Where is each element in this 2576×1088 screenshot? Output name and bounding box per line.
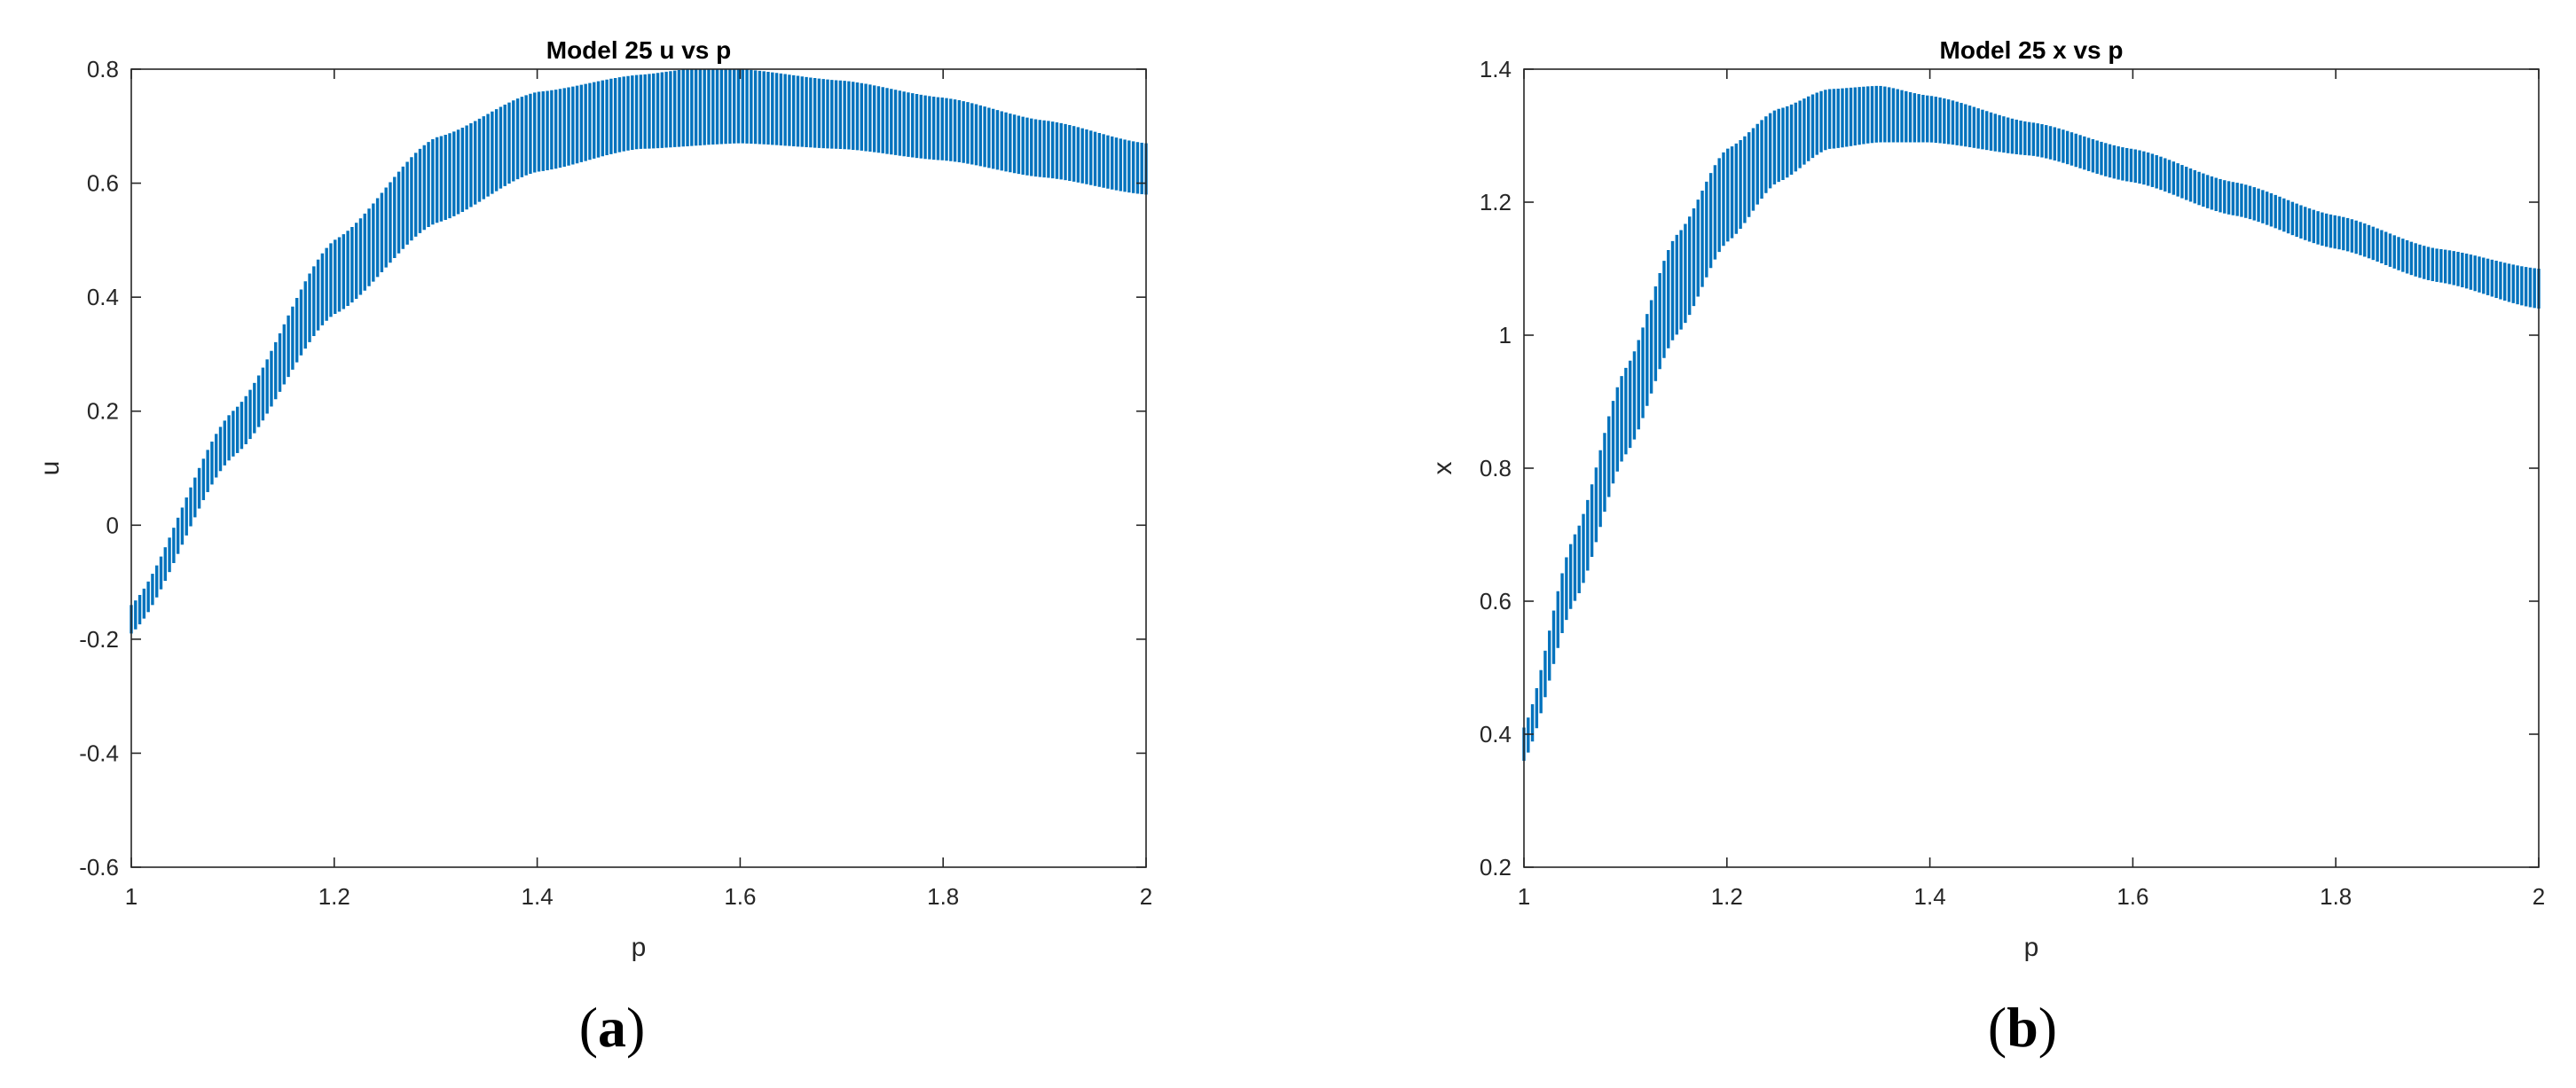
x-tick-label: 1 bbox=[1518, 883, 1530, 910]
x-tick-label: 1.4 bbox=[1914, 883, 1946, 910]
caption-open-paren: ( bbox=[579, 996, 598, 1059]
axes-box bbox=[130, 68, 1147, 868]
x-tick-label: 1.2 bbox=[318, 883, 350, 910]
chart-title: Model 25 x vs p bbox=[1940, 36, 2124, 64]
y-tick-label: 0.4 bbox=[87, 284, 119, 310]
panel-a: 1 1.2 1.4 1.6 1.8 2 -0.6 -0.4 -0.2 0 0.2 0.4 0.6 0.8 M… bbox=[35, 36, 1152, 1059]
plot-area bbox=[1524, 69, 2539, 867]
x-axis-label: p bbox=[2024, 933, 2039, 962]
y-tick-label: 1.2 bbox=[1480, 189, 1512, 215]
y-tick-label: 0.6 bbox=[1480, 588, 1512, 614]
x-tick-label: 1.6 bbox=[2117, 883, 2148, 910]
caption-letter: a bbox=[598, 996, 626, 1059]
x-tick-label: 1.6 bbox=[724, 883, 756, 910]
y-tick-label: 0.8 bbox=[1480, 455, 1512, 481]
caption-close-paren: ) bbox=[2038, 996, 2057, 1059]
interval-series bbox=[130, 69, 1148, 634]
y-tick-label: -0.4 bbox=[79, 740, 119, 766]
caption-close-paren: ) bbox=[626, 996, 645, 1059]
y-tick-label: 1.4 bbox=[1480, 56, 1512, 82]
y-tick-label: 0.6 bbox=[87, 170, 119, 197]
y-axis-label: u bbox=[35, 461, 65, 476]
caption-letter: b bbox=[2007, 996, 2038, 1059]
y-tick-label: 0.2 bbox=[1480, 854, 1512, 881]
y-tick-label: -0.2 bbox=[79, 626, 119, 653]
x-tick-label: 1 bbox=[125, 883, 137, 910]
x-tick-label: 1.4 bbox=[522, 883, 554, 910]
y-tick-label: 0.8 bbox=[87, 56, 119, 82]
x-tick-label: 1.8 bbox=[2320, 883, 2352, 910]
panel-b: 1 1.2 1.4 1.6 1.8 2 0.2 0.4 0.6 0.8 1 1.2 1.4 Model 2… bbox=[1428, 36, 2545, 1059]
y-tick-label: 0 bbox=[106, 512, 119, 538]
x-tick-label: 2 bbox=[2533, 883, 2545, 910]
panel-caption: (b) bbox=[1988, 996, 2057, 1059]
x-tick-label: 2 bbox=[1140, 883, 1152, 910]
interval-series bbox=[1522, 85, 2541, 761]
y-tick-label: 0.4 bbox=[1480, 721, 1512, 748]
y-tick-label: -0.6 bbox=[79, 854, 119, 881]
x-axis-label: p bbox=[632, 933, 647, 962]
x-tick-label: 1.2 bbox=[1711, 883, 1743, 910]
y-axis-label: x bbox=[1428, 462, 1457, 475]
caption-open-paren: ( bbox=[1988, 996, 2007, 1059]
x-tick-label: 1.8 bbox=[927, 883, 959, 910]
plot-area bbox=[131, 69, 1146, 867]
panel-caption: (a) bbox=[579, 996, 646, 1059]
y-tick-label: 0.2 bbox=[87, 398, 119, 425]
y-tick-label: 1 bbox=[1499, 322, 1512, 348]
chart-title: Model 25 u vs p bbox=[546, 36, 732, 64]
